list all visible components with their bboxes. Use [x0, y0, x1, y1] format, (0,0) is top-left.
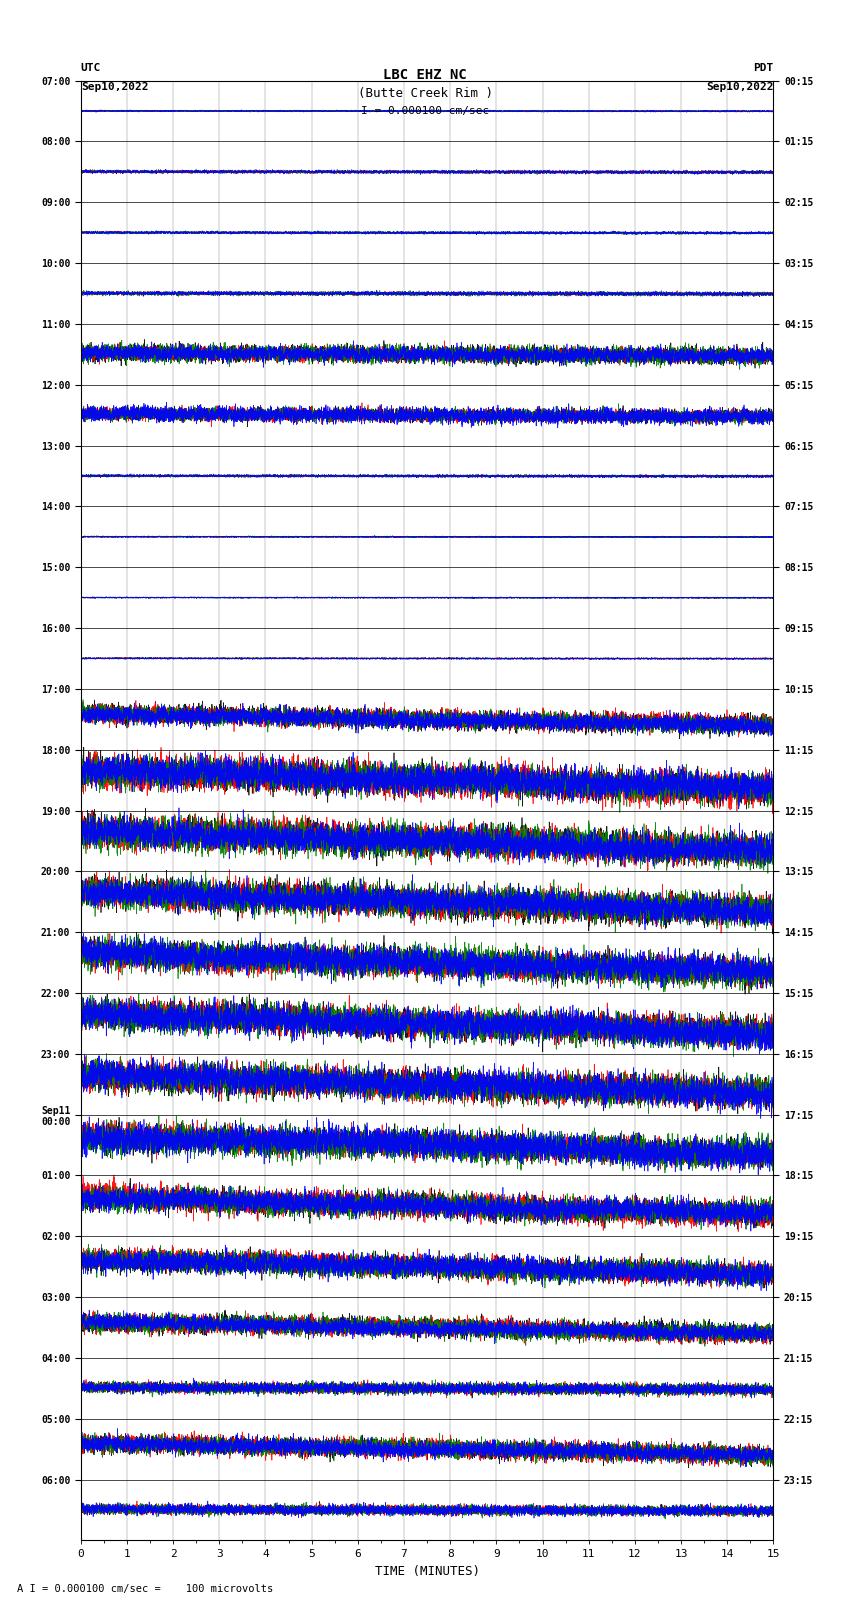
Text: Sep10,2022: Sep10,2022: [706, 82, 774, 92]
Text: PDT: PDT: [753, 63, 774, 73]
Text: I = 0.000100 cm/sec: I = 0.000100 cm/sec: [361, 106, 489, 116]
Text: Sep10,2022: Sep10,2022: [81, 82, 148, 92]
Text: UTC: UTC: [81, 63, 101, 73]
Text: LBC EHZ NC: LBC EHZ NC: [383, 68, 467, 82]
Text: (Butte Creek Rim ): (Butte Creek Rim ): [358, 87, 492, 100]
X-axis label: TIME (MINUTES): TIME (MINUTES): [375, 1565, 479, 1578]
Text: A I = 0.000100 cm/sec =    100 microvolts: A I = 0.000100 cm/sec = 100 microvolts: [17, 1584, 273, 1594]
